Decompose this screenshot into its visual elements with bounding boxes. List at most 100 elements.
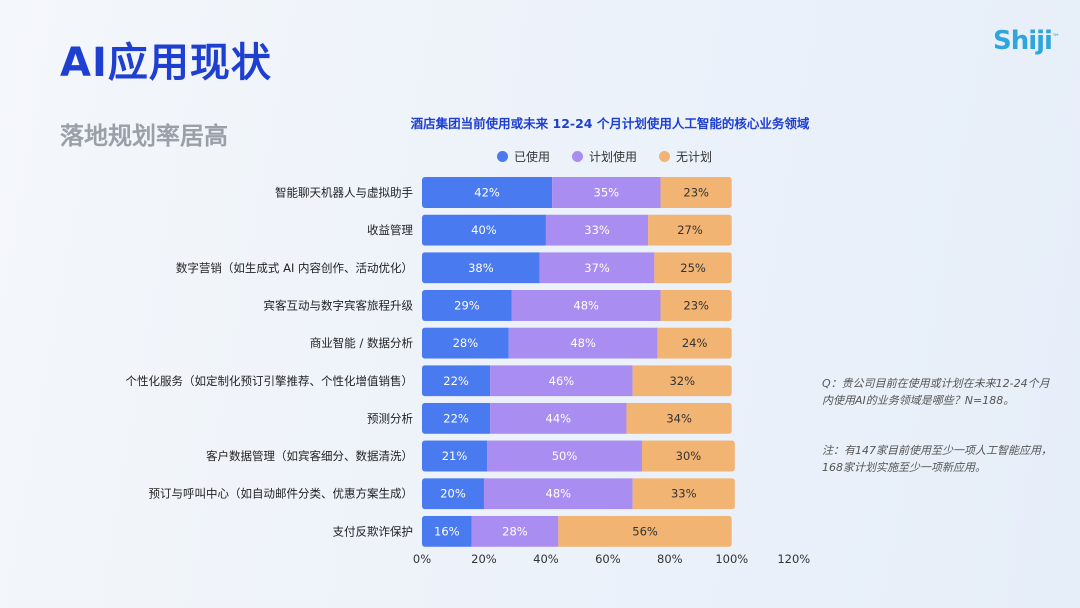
legend-label-none: 无计划 (676, 150, 713, 164)
bar-segment (422, 214, 546, 246)
shiji-logo: Shiji™ (993, 26, 1060, 56)
data-label: 23% (683, 186, 709, 200)
data-label: 37% (584, 261, 610, 275)
data-label: 32% (669, 374, 695, 388)
x-tick-label: 0% (413, 552, 431, 566)
bar-segment (490, 402, 627, 434)
legend-dot-used (497, 151, 508, 162)
category-label: 客户数据管理（如宾客细分、数据清洗） (206, 449, 413, 463)
chart-legend: 已使用 计划使用 无计划 (497, 148, 712, 165)
legend-item-none: 无计划 (659, 148, 712, 165)
bar-segment (539, 252, 655, 284)
page-title: AI应用现状 (60, 40, 272, 86)
bar-segment (648, 214, 732, 246)
bar-segment (422, 327, 509, 359)
bar-group (422, 440, 735, 472)
bar-segment (660, 289, 732, 321)
data-label: 16% (434, 524, 460, 538)
bar-segment (471, 515, 559, 547)
bar-group (422, 478, 735, 510)
data-label: 22% (443, 374, 469, 388)
data-label: 44% (546, 411, 572, 425)
data-label: 33% (671, 487, 697, 501)
data-label: 23% (683, 298, 709, 312)
data-label: 42% (474, 186, 500, 200)
data-label: 24% (682, 336, 708, 350)
bar-segment (483, 478, 633, 510)
bar-segment (632, 365, 732, 397)
x-tick-label: 20% (471, 552, 497, 566)
x-tick-label: 120% (777, 552, 810, 566)
bar-segment (422, 402, 491, 434)
bar-segment (511, 289, 661, 321)
category-label: 数字营销（如生成式 AI 内容创作、活动优化） (176, 261, 413, 275)
bar-segment (422, 252, 540, 284)
legend-dot-none (659, 151, 671, 162)
data-label: 56% (632, 524, 658, 538)
bar-segment (626, 402, 732, 434)
data-label: 38% (468, 261, 494, 275)
bar-segment (508, 327, 658, 359)
bar-segment (558, 515, 732, 547)
bar-segment (490, 365, 633, 397)
data-label: 46% (549, 374, 575, 388)
x-tick-label: 80% (657, 552, 683, 566)
category-label: 智能聊天机器人与虚拟助手 (275, 186, 413, 200)
category-label: 预测分析 (367, 411, 413, 425)
data-label: 28% (502, 524, 528, 538)
question-note: Q：贵公司目前在使用或计划在未来12-24个月内使用AI的业务领域是哪些？N=1… (822, 377, 1050, 407)
category-label: 宾客互动与数字宾客旅程升级 (264, 298, 414, 312)
data-label: 22% (443, 411, 469, 425)
data-label: 35% (594, 186, 620, 200)
logo-text: Shiji (993, 26, 1053, 56)
bar-segment (545, 214, 649, 246)
data-label: 48% (546, 487, 572, 501)
category-label: 预订与呼叫中心（如自动邮件分类、优惠方案生成） (149, 487, 414, 501)
data-label: 33% (584, 223, 610, 237)
legend-item-used: 已使用 (497, 148, 550, 165)
data-label: 28% (453, 336, 479, 350)
legend-label-planned: 计划使用 (589, 150, 638, 164)
bar-group (422, 365, 732, 397)
x-tick-label: 60% (595, 552, 621, 566)
bar-segment (422, 478, 484, 510)
bar-segment (632, 478, 735, 510)
data-label: 48% (570, 336, 596, 350)
bar-segment (487, 440, 642, 472)
bar-segment (422, 365, 491, 397)
bar-group (422, 289, 732, 321)
bar-segment (660, 177, 732, 208)
x-tick-label: 40% (533, 552, 559, 566)
bar-group (422, 515, 732, 547)
bar-segment (422, 289, 512, 321)
bar-segment (422, 440, 488, 472)
category-label: 收益管理 (367, 223, 413, 237)
legend-dot-planned (572, 151, 584, 162)
data-label: 40% (471, 223, 497, 237)
footnote: 注：有147家目前使用至少一项人工智能应用，168家计划实施至少一项新应用。 (822, 444, 1052, 474)
bar-segment (422, 515, 472, 547)
data-label: 21% (442, 449, 468, 463)
data-label: 25% (680, 261, 706, 275)
bar-group (422, 327, 732, 359)
bar-group (422, 177, 732, 208)
data-label: 34% (666, 411, 692, 425)
bar-group (422, 252, 732, 284)
category-label: 支付反欺诈保护 (333, 524, 414, 538)
category-label: 个性化服务（如定制化预订引擎推荐、个性化增值销售） (126, 374, 414, 388)
bar-group (422, 214, 732, 246)
bar-segment (657, 327, 732, 359)
bar-segment (422, 177, 553, 208)
category-label: 商业智能 / 数据分析 (310, 336, 413, 350)
page-subtitle: 落地规划率居高 (60, 122, 228, 150)
data-label: 30% (676, 449, 702, 463)
bar-segment (654, 252, 732, 284)
legend-item-planned: 计划使用 (572, 148, 637, 165)
data-label: 29% (454, 298, 480, 312)
data-label: 50% (552, 449, 578, 463)
data-label: 27% (677, 223, 703, 237)
data-label: 20% (440, 487, 466, 501)
x-tick-label: 100% (715, 552, 748, 566)
legend-label-used: 已使用 (514, 150, 551, 164)
